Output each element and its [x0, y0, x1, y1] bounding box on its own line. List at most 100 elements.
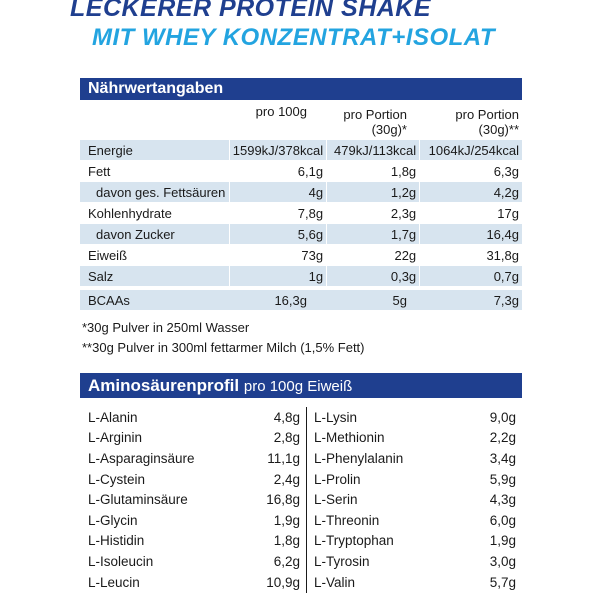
value-per-portion-water: 1,8g	[326, 160, 420, 182]
amino-acid-value: 2,4g	[273, 471, 300, 487]
amino-section-header: Aminosäurenprofil pro 100g Eiweiß	[80, 373, 522, 398]
headline-whey-isolat: MIT WHEY KONZENTRAT+ISOLAT	[92, 24, 495, 51]
nutrition-row: Salz 1g 0,3g 0,7g	[80, 265, 522, 287]
value-per-100g: 1g	[228, 265, 327, 287]
value-per-portion-water: 0,3g	[326, 265, 420, 287]
value-per-portion-water: 1,7g	[326, 223, 420, 245]
amino-acid-name: L-Leucin	[88, 574, 140, 590]
amino-row: L-Asparaginsäure 11,1g L-Phenylalanin 3,4g	[80, 448, 522, 469]
amino-acid-value: 10,9g	[266, 574, 300, 590]
amino-row: L-Cystein 2,4g L-Prolin 5,9g	[80, 469, 522, 490]
value-per-portion-water: 2,3g	[326, 202, 420, 224]
amino-acid-name: L-Alanin	[88, 409, 138, 425]
value-per-portion-milk: 31,8g	[419, 244, 522, 266]
value-per-100g: 6,1g	[228, 160, 327, 182]
amino-subtitle: pro 100g Eiweiß	[243, 378, 353, 395]
amino-acid-name: L-Tryptophan	[314, 533, 394, 549]
amino-acid-value: 16,8g	[266, 492, 300, 508]
amino-row: L-Isoleucin 6,2g L-Tyrosin 3,0g	[80, 551, 522, 572]
value-per-100g: 7,8g	[228, 202, 327, 224]
amino-acid-name: L-Isoleucin	[88, 553, 154, 569]
value-per-portion-milk: 16,4g	[419, 223, 522, 245]
value-per-100g: 5,6g	[228, 223, 327, 245]
nutrient-label: Salz	[80, 265, 230, 287]
amino-acid-name: L-Lysin	[314, 409, 358, 425]
value-per-portion-milk: 6,3g	[419, 160, 522, 182]
amino-acid-value: 5,9g	[489, 471, 516, 487]
nutrition-section-header: Nährwertangaben	[80, 78, 522, 100]
footnote-milk: **30g Pulver in 300ml fettarmer Milch (1…	[82, 340, 365, 355]
col-header-per-100g: pro 100g	[255, 104, 307, 119]
nutrition-row: Fett 6,1g 1,8g 6,3g	[80, 160, 522, 182]
value-per-portion-water: 22g	[326, 244, 420, 266]
amino-acid-value: 4,8g	[273, 409, 300, 425]
bcaa-row-table: BCAAs 16,3g 5g 7,3g	[80, 290, 522, 310]
nutrition-row: Kohlenhydrate 7,8g 2,3g 17g	[80, 202, 522, 224]
nutrition-table: Energie 1599kJ/378kcal 479kJ/113kcal 1064kJ…	[80, 140, 522, 287]
amino-acid-name: L-Serin	[314, 492, 358, 508]
amino-acid-name: L-Arginin	[88, 430, 143, 446]
nutrient-label: davon ges. Fettsäuren	[80, 181, 230, 203]
amino-acid-value: 4,3g	[489, 492, 516, 508]
nutrition-row: Eiweiß 73g 22g 31,8g	[80, 244, 522, 266]
amino-acid-name: L-Methionin	[314, 430, 385, 446]
amino-acid-name: L-Tyrosin	[314, 553, 370, 569]
value-per-portion-milk: 0,7g	[419, 265, 522, 287]
nutrient-label: Eiweiß	[80, 244, 230, 266]
nutrition-column-headers: pro 100g pro Portion (30g)* pro Portion …	[80, 102, 522, 142]
value-per-100g: 1599kJ/378kcal	[228, 140, 327, 161]
amino-acid-table: L-Alanin 4,8g L-Lysin 9,0g L-Arginin 2,8g L-Me…	[80, 407, 522, 592]
nutrition-row: davon Zucker 5,6g 1,7g 16,4g	[80, 223, 522, 245]
bcaa-row: BCAAs 16,3g 5g 7,3g	[80, 290, 522, 310]
value-per-portion-milk: 17g	[419, 202, 522, 224]
amino-acid-value: 2,8g	[273, 430, 300, 446]
amino-acid-value: 5,7g	[489, 574, 516, 590]
amino-acid-value: 3,0g	[489, 553, 516, 569]
nutrition-row: Energie 1599kJ/378kcal 479kJ/113kcal 1064kJ…	[80, 140, 522, 161]
amino-acid-value: 1,8g	[273, 533, 300, 549]
amino-acid-value: 6,0g	[489, 512, 516, 528]
col-header-portion-milk: pro Portion (30g)**	[455, 107, 519, 137]
footnote-water: *30g Pulver in 250ml Wasser	[82, 320, 250, 335]
amino-acid-name: L-Cystein	[88, 471, 146, 487]
value-per-portion-water: 1,2g	[326, 181, 420, 203]
amino-column-divider	[306, 407, 307, 593]
value-per-portion-water: 479kJ/113kcal	[326, 140, 420, 161]
nutrition-row: davon ges. Fettsäuren 4g 1,2g 4,2g	[80, 181, 522, 203]
amino-acid-value: 1,9g	[489, 533, 516, 549]
amino-acid-value: 6,2g	[273, 553, 300, 569]
bcaa-per-portion-milk: 7,3g	[410, 290, 522, 310]
amino-acid-name: L-Valin	[314, 574, 356, 590]
amino-row: L-Alanin 4,8g L-Lysin 9,0g	[80, 407, 522, 428]
bcaa-per-portion-water: 5g	[310, 290, 410, 310]
amino-acid-name: L-Phenylalanin	[314, 450, 404, 466]
amino-acid-value: 3,4g	[489, 450, 516, 466]
bcaa-label: BCAAs	[80, 290, 230, 310]
col-header-portion-water: pro Portion (30g)*	[343, 107, 407, 137]
amino-row: L-Histidin 1,8g L-Tryptophan 1,9g	[80, 531, 522, 552]
amino-acid-value: 2,2g	[489, 430, 516, 446]
amino-acid-value: 9,0g	[489, 409, 516, 425]
amino-acid-name: L-Prolin	[314, 471, 361, 487]
value-per-portion-milk: 1064kJ/254kcal	[419, 140, 522, 161]
bcaa-per-100g: 16,3g	[230, 290, 310, 310]
value-per-100g: 73g	[228, 244, 327, 266]
amino-title: Aminosäurenprofil	[88, 376, 240, 395]
amino-acid-value: 1,9g	[273, 512, 300, 528]
amino-row: L-Glutaminsäure 16,8g L-Serin 4,3g	[80, 489, 522, 510]
amino-row: L-Glycin 1,9g L-Threonin 6,0g	[80, 510, 522, 531]
amino-acid-name: L-Histidin	[88, 533, 145, 549]
nutrient-label: Fett	[80, 160, 230, 182]
amino-acid-name: L-Threonin	[314, 512, 380, 528]
amino-acid-name: L-Asparaginsäure	[88, 450, 195, 466]
amino-row: L-Leucin 10,9g L-Valin 5,7g	[80, 572, 522, 593]
nutrient-label: Energie	[80, 140, 230, 161]
value-per-portion-milk: 4,2g	[419, 181, 522, 203]
nutrition-title: Nährwertangaben	[88, 80, 224, 97]
amino-acid-name: L-Glutaminsäure	[88, 492, 188, 508]
amino-acid-value: 11,1g	[267, 450, 300, 466]
amino-acid-name: L-Glycin	[88, 512, 138, 528]
nutrient-label: davon Zucker	[80, 223, 230, 245]
headline-protein-shake: LECKERER PROTEIN SHAKE	[70, 0, 432, 22]
value-per-100g: 4g	[228, 181, 327, 203]
